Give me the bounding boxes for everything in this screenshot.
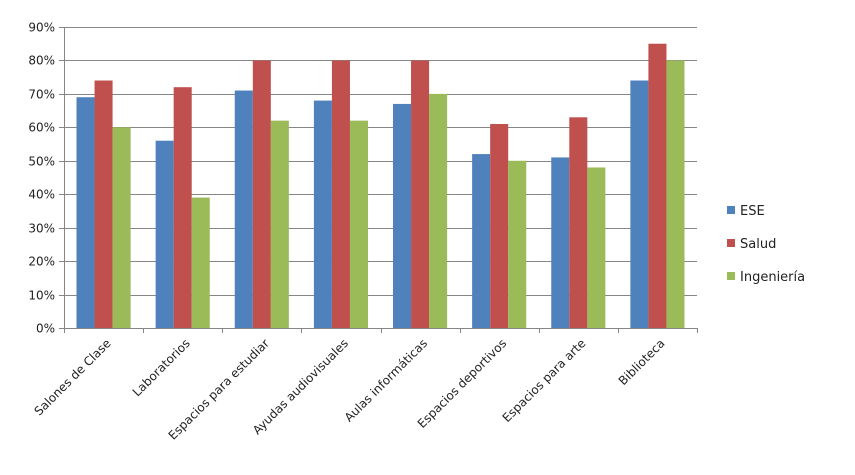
x-tick-label: Aulas informáticas (342, 336, 430, 424)
bar-ese (76, 97, 95, 328)
legend-label: ESE (740, 204, 765, 219)
bar-salud (331, 60, 350, 328)
x-tick-label: Biblioteca (616, 336, 668, 388)
bar-ese (234, 90, 253, 329)
legend: ESE Salud Ingeniería (727, 204, 805, 285)
y-tick-label: 40% (28, 188, 55, 202)
y-tick-label: 90% (28, 21, 55, 35)
bar-ingenier-a (349, 120, 368, 329)
x-tick-label: Laboratorios (130, 336, 193, 399)
x-tick-label: Espacios para arte (500, 336, 589, 425)
bar-ingenier-a (429, 93, 448, 328)
y-tick-labels: 0% 10% 20% 30% 40% 50% 60% 70% 80% 90% (28, 21, 55, 336)
bar-ese (155, 140, 174, 328)
axes (59, 27, 698, 333)
bar-ese (393, 103, 412, 328)
y-tick-label: 10% (28, 289, 55, 303)
bar-ese (551, 157, 570, 328)
y-tick-label: 0% (36, 322, 55, 336)
y-tick-label: 80% (28, 54, 55, 68)
bars (76, 43, 685, 329)
bar-ingenier-a (666, 60, 685, 328)
x-tick-label: Salones de Clase (32, 336, 114, 418)
bar-salud (411, 60, 430, 328)
legend-label: Ingeniería (740, 270, 805, 285)
bar-ingenier-a (587, 167, 606, 328)
y-tick-label: 50% (28, 155, 55, 169)
x-tick-label: Espacios deportivos (415, 336, 510, 431)
bar-ingenier-a (270, 120, 289, 329)
legend-swatch (727, 206, 735, 214)
legend-label: Salud (740, 237, 776, 252)
y-tick-label: 70% (28, 88, 55, 102)
y-tick-label: 20% (28, 255, 55, 269)
legend-swatch (727, 239, 735, 247)
bar-ingenier-a (112, 127, 131, 328)
bar-salud (490, 123, 509, 328)
bar-salud (94, 80, 113, 328)
bar-ese (313, 100, 332, 328)
bar-ingenier-a (191, 197, 210, 328)
bar-salud (252, 60, 271, 328)
y-tick-label: 60% (28, 121, 55, 135)
bar-salud (648, 43, 667, 328)
y-tick-label: 30% (28, 222, 55, 236)
bar-salud (569, 117, 588, 328)
bar-ingenier-a (508, 160, 527, 328)
legend-swatch (727, 272, 735, 280)
x-tick-labels: Salones de Clase Laboratorios Espacios par… (32, 336, 668, 442)
bar-ese (472, 154, 491, 328)
bar-salud (173, 87, 192, 328)
bar-ese (630, 80, 649, 328)
